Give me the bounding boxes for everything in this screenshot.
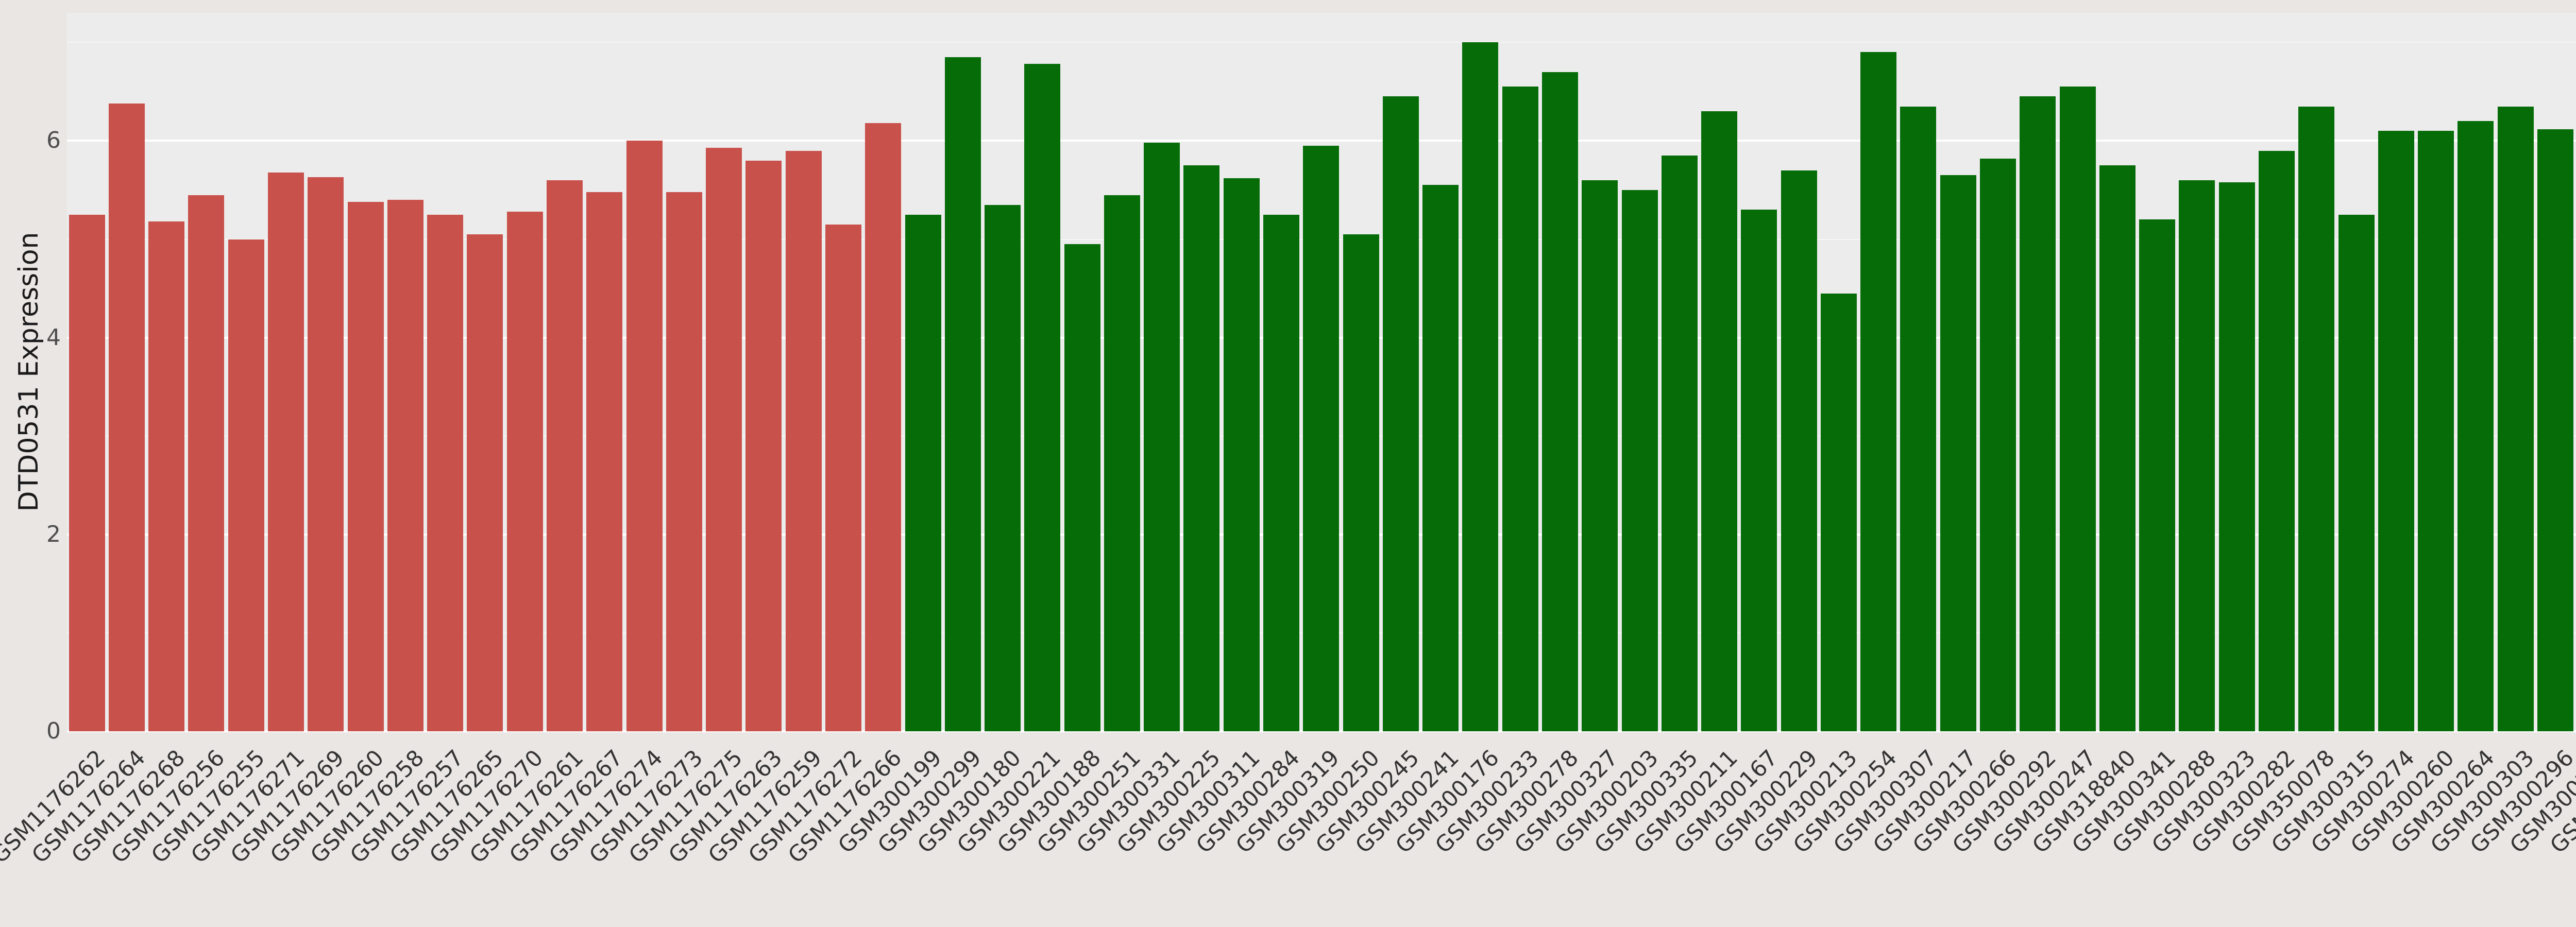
- bar: [1382, 96, 1419, 731]
- bar: [1064, 244, 1100, 731]
- bar: [1860, 52, 1897, 731]
- bar: [546, 180, 583, 731]
- plot-area: [67, 13, 2576, 732]
- bar: [1502, 87, 1538, 731]
- bar: [2139, 219, 2176, 731]
- bar: [308, 177, 344, 731]
- bar: [1940, 175, 1976, 731]
- bar: [1621, 190, 1658, 731]
- bar: [2259, 150, 2295, 731]
- bar: [2378, 131, 2414, 731]
- bar: [2298, 106, 2335, 731]
- bar: [905, 214, 941, 731]
- bar: [825, 224, 861, 731]
- bar: [1223, 178, 1260, 731]
- bar: [188, 195, 225, 731]
- bar: [944, 57, 981, 731]
- bar: [586, 192, 623, 731]
- bar: [2338, 214, 2375, 731]
- bar: [1104, 195, 1140, 731]
- bar: [1701, 111, 1738, 731]
- bar: [2418, 131, 2454, 731]
- gridline-major: [67, 140, 2576, 142]
- bar: [1462, 42, 1499, 731]
- y-tick-label: 0: [46, 718, 61, 744]
- bar: [467, 234, 503, 731]
- bar: [108, 103, 145, 731]
- bar: [1661, 156, 1698, 731]
- bar: [1263, 214, 1300, 731]
- bar: [1183, 165, 1220, 731]
- y-tick-label: 6: [46, 127, 61, 154]
- bar: [1781, 170, 1817, 731]
- bar: [1980, 158, 2016, 731]
- bar: [706, 147, 742, 731]
- bar: [1541, 72, 1578, 731]
- bar: [1900, 106, 1937, 731]
- bar: [2537, 129, 2573, 731]
- bar: [228, 239, 264, 731]
- bar: [387, 200, 423, 731]
- bar: [2218, 182, 2255, 731]
- bar: [785, 150, 822, 731]
- bar: [2179, 180, 2215, 731]
- bar: [2458, 121, 2494, 731]
- bar: [985, 204, 1021, 731]
- bar: [268, 172, 304, 731]
- bar: [347, 201, 384, 731]
- bar: [1144, 143, 1180, 731]
- bar: [2020, 96, 2056, 731]
- bar: [148, 221, 185, 731]
- bar: [1582, 180, 1618, 731]
- gridline-minor: [67, 42, 2576, 43]
- y-tick-label: 4: [46, 324, 61, 351]
- bar: [1820, 293, 1857, 731]
- bar: [666, 192, 702, 731]
- bar: [1741, 210, 1777, 731]
- bar: [1422, 185, 1459, 731]
- bar: [1024, 64, 1061, 731]
- bar: [1303, 145, 1340, 731]
- bar: [427, 214, 464, 731]
- bar: [626, 141, 663, 731]
- bar: [2497, 106, 2534, 731]
- bar: [506, 212, 543, 731]
- y-tick-label: 2: [46, 521, 61, 547]
- bar: [865, 123, 902, 731]
- gridline-major: [67, 730, 2576, 732]
- y-axis-title: DTD0531 Expression: [13, 232, 44, 512]
- bar: [1343, 234, 1379, 731]
- bar: [745, 160, 782, 731]
- bar: [2099, 165, 2136, 731]
- bar: [69, 214, 105, 731]
- bar: [2059, 87, 2096, 731]
